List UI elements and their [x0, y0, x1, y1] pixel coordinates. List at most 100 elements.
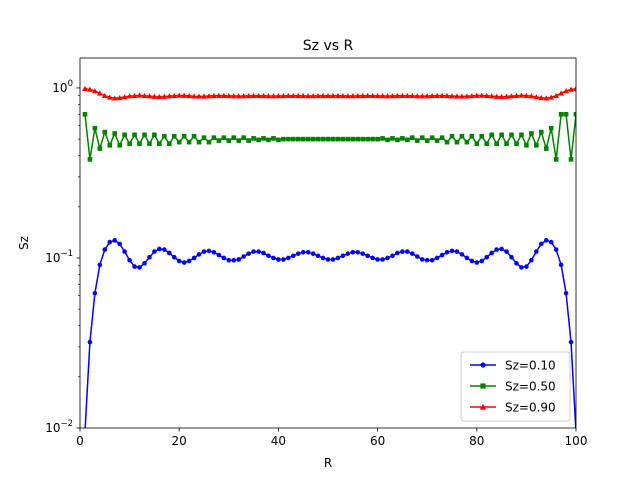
series-2-point-44: [300, 93, 307, 99]
series-0-point-30: [231, 257, 237, 263]
series-0-point-56: [360, 251, 366, 256]
series-1-point-64: [400, 136, 405, 141]
series-0-point-6: [112, 238, 118, 243]
series-0-point-58: [370, 255, 375, 261]
series-0-point-44: [300, 249, 306, 255]
series-1-point-93: [543, 146, 549, 151]
y-axis-title: Sz: [17, 236, 31, 250]
series-2-point-94: [548, 94, 555, 100]
x-tick-label-0: 0: [76, 434, 84, 448]
series-1-point-98: [568, 157, 574, 162]
series-1-point-54: [350, 136, 356, 142]
series-2-point-37: [265, 93, 272, 99]
series-2-point-51: [335, 92, 341, 99]
series-1-point-29: [226, 138, 232, 143]
series-0-point-26: [211, 249, 217, 255]
y-axis: 10−2 10−1 100: [45, 79, 80, 435]
series-1-point-45: [305, 136, 311, 142]
series-2-point-49: [325, 92, 331, 99]
series-0-point-36: [261, 250, 266, 256]
series-1-point-44: [300, 136, 306, 142]
series-2-point-1: [87, 86, 93, 92]
series-2-point-22: [191, 93, 197, 99]
series-0-point-77: [464, 255, 470, 261]
series-2-point-68: [419, 93, 426, 99]
series-2-point-71: [434, 92, 440, 98]
series-0-point-11: [137, 265, 142, 270]
series-0-point-8: [122, 249, 127, 254]
chart-title: Sz vs R: [303, 38, 354, 54]
series-1-point-77: [464, 139, 470, 145]
series-1-point-21: [186, 139, 192, 145]
series-0-point-34: [251, 249, 256, 254]
series-1-point-13: [147, 141, 152, 146]
series-1-point-65: [405, 137, 410, 143]
series-0-point-91: [534, 249, 539, 254]
series-2-point-95: [553, 92, 560, 99]
x-tick-label-5: 100: [565, 434, 588, 448]
series-layer: [82, 85, 576, 428]
series-0-point-76: [459, 252, 465, 257]
series-2-point-65: [404, 92, 411, 99]
series-2-point-86: [508, 93, 515, 99]
series-1-point-31: [236, 138, 242, 143]
series-0-point-92: [538, 241, 544, 247]
series-2-point-42: [290, 92, 297, 99]
series-2-point-31: [235, 93, 242, 99]
series-0-point-51: [335, 255, 341, 261]
series-2-point-46: [310, 93, 316, 99]
series-1-point-73: [444, 139, 450, 145]
series-1-point-58: [370, 136, 375, 142]
series-0-point-37: [266, 253, 271, 259]
legend: Sz=0.10 Sz=0.50 Sz=0.90: [460, 351, 571, 422]
series-2-point-58: [369, 92, 376, 99]
x-tick-label-4: 80: [469, 434, 484, 448]
series-0-point-85: [504, 249, 509, 254]
series-2-point-19: [176, 92, 183, 98]
series-2-point-97: [563, 88, 569, 94]
legend-label-1: Sz=0.50: [505, 380, 556, 394]
series-2-point-8: [121, 94, 128, 100]
series-2-point-28: [220, 92, 227, 98]
series-0-point-79: [474, 260, 480, 265]
series-2-point-11: [136, 92, 143, 98]
series-1-point-60: [380, 136, 385, 141]
series-2-point-72: [439, 92, 445, 98]
series-1-point-99: [573, 111, 576, 117]
series-2-point-59: [374, 93, 381, 99]
series-1-point-70: [429, 135, 435, 140]
legend-marker-1: [480, 383, 486, 389]
series-1-point-39: [276, 137, 281, 143]
series-2-point-36: [260, 92, 267, 99]
series-0-point-82: [489, 250, 494, 256]
series-1-point-27: [216, 138, 222, 143]
series-2-point-21: [186, 93, 192, 99]
series-0-point-81: [484, 254, 490, 260]
series-2-point-30: [230, 93, 237, 99]
series-2-point-15: [156, 93, 163, 100]
series-0-point-78: [469, 258, 475, 264]
series-1-point-90: [529, 131, 534, 136]
series-0-point-46: [310, 251, 316, 256]
series-0-point-90: [529, 257, 534, 263]
series-1-point-76: [459, 133, 465, 139]
legend-marker-2: [479, 403, 487, 410]
series-0-point-17: [166, 250, 172, 256]
series-2-point-52: [340, 93, 346, 99]
series-1-line: [84, 113, 576, 161]
series-2-point-38: [270, 93, 277, 99]
series-0-point-1: [87, 339, 93, 345]
series-2-point-79: [473, 92, 480, 98]
series-0-point-39: [276, 257, 281, 262]
series-0-point-29: [226, 257, 232, 263]
series-2-point-63: [394, 92, 401, 99]
series-0-point-60: [380, 257, 385, 262]
series-1-point-97: [563, 111, 569, 117]
series-1-point-96: [558, 111, 564, 117]
series-0-point-10: [132, 264, 137, 269]
x-tick-label-2: 40: [271, 434, 286, 448]
series-2-point-88: [518, 92, 525, 98]
series-2-point-66: [409, 93, 416, 99]
series-0-point-32: [241, 254, 246, 259]
series-0-point-96: [558, 262, 564, 268]
